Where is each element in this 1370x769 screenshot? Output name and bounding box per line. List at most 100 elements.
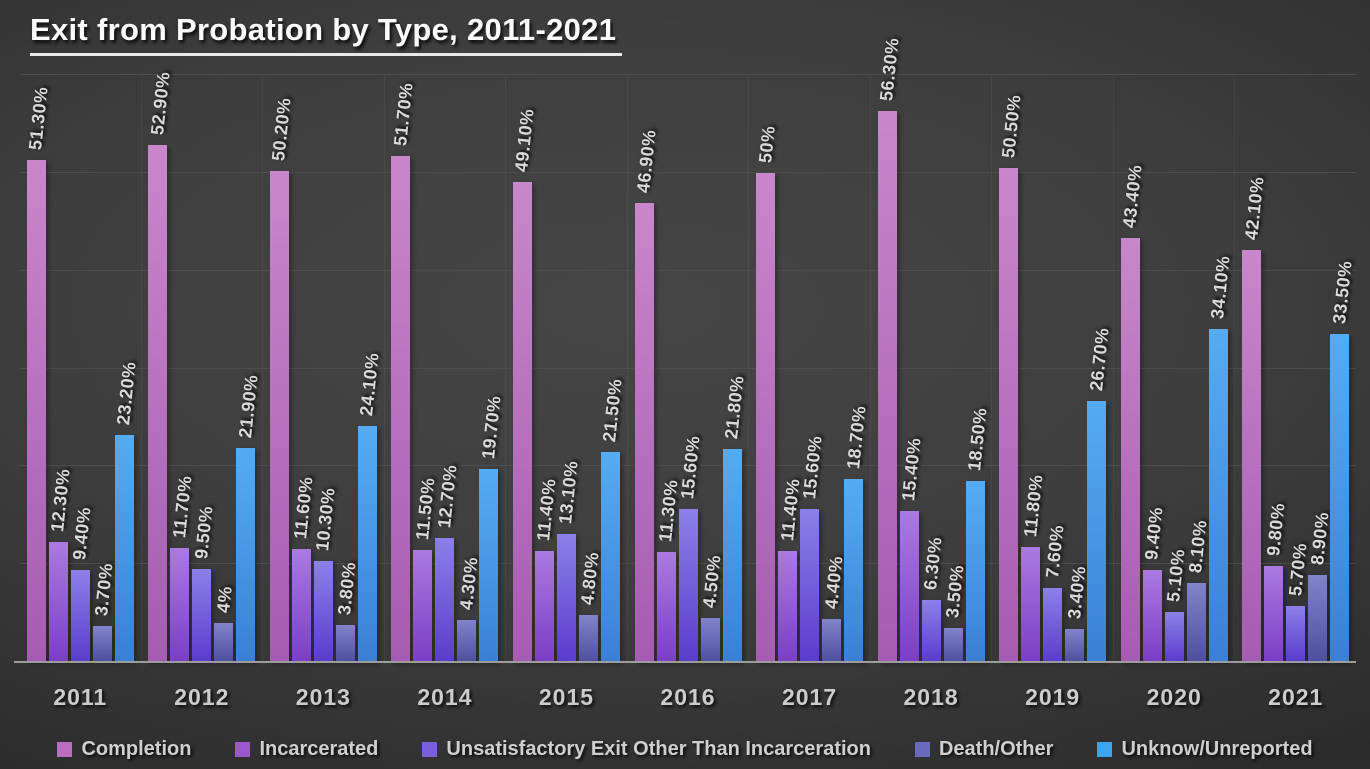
bar-completion-2013: 50.20% <box>268 97 295 662</box>
data-label: 50.20% <box>268 96 295 162</box>
plot-area: 51.30% 12.30% 9.40% 3.70% 23.20% 2011 52.90% 11… <box>14 37 1356 710</box>
data-label: 56.30% <box>876 37 903 103</box>
legend-swatch-icon <box>422 742 438 757</box>
data-label: 12.70% <box>434 463 461 529</box>
bar-unsatisfactory-exit-other-than-incarceration-2012: 9.50% <box>191 505 216 662</box>
bar-group-2018: 56.30% 15.40% 6.30% 3.50% 18.50% 2018 <box>871 37 993 710</box>
legend-label: Incarcerated <box>259 738 379 760</box>
bars-row: 51.70% 11.50% 12.70% 4.30% 19.70% <box>385 75 506 662</box>
legend-swatch-icon <box>1097 742 1113 757</box>
legend-item-death-other: Death/Other <box>914 738 1054 761</box>
data-label: 18.70% <box>842 404 870 471</box>
legend-swatch-icon <box>914 742 930 757</box>
legend-item-unsatisfactory-exit-other-than-incarceration: Unsatisfactory Exit Other Than Incarcera… <box>422 738 871 761</box>
bars-row: 51.30% 12.30% 9.40% 3.70% 23.20% <box>20 75 141 662</box>
data-label: 11.70% <box>168 474 196 539</box>
data-label: 9.40% <box>69 506 95 562</box>
bar-unsatisfactory-exit-other-than-incarceration-2018: 6.30% <box>920 536 946 662</box>
bar-death-other-2017: 4.40% <box>821 555 846 662</box>
bar-unsatisfactory-exit-other-than-incarceration-2021: 5.70% <box>1285 542 1310 662</box>
legend: Completion Incarcerated Unsatisfactory Exi… <box>0 738 1370 761</box>
bar-groups-container: 51.30% 12.30% 9.40% 3.70% 23.20% 2011 52.90% 11… <box>20 37 1356 710</box>
data-label: 52.90% <box>146 70 174 136</box>
bar-completion-2017: 50% <box>755 125 778 662</box>
data-label: 26.70% <box>1085 326 1113 392</box>
bar-unknow-unreported-2018: 18.50% <box>964 407 991 662</box>
bar-death-other-2014: 4.30% <box>456 556 481 662</box>
gridline-60pct <box>20 74 1356 76</box>
bar-incarcerated-2016: 11.30% <box>655 478 682 662</box>
chart-title: Exit from Probation by Type, 2011-2021 <box>30 12 623 56</box>
bar-completion-2021: 42.10% <box>1241 176 1267 662</box>
bar-unsatisfactory-exit-other-than-incarceration-2019: 7.60% <box>1042 524 1067 662</box>
data-label: 50.50% <box>997 93 1025 160</box>
bar-incarcerated-2020: 9.40% <box>1141 506 1167 662</box>
bars-row: 46.90% 11.30% 15.60% 4.50% 21.80% <box>628 75 749 662</box>
data-label: 10.30% <box>312 487 339 553</box>
data-label: 21.50% <box>599 377 627 443</box>
gridline-40pct <box>20 269 1356 271</box>
bar-death-other-2015: 4.80% <box>578 551 603 662</box>
bar-unsatisfactory-exit-other-than-incarceration-2015: 13.10% <box>556 460 582 662</box>
data-label: 21.90% <box>234 373 262 439</box>
bar-unsatisfactory-exit-other-than-incarceration-2011: 9.40% <box>69 506 95 662</box>
bar-group-2019: 50.50% 11.80% 7.60% 3.40% 26.70% 2019 <box>992 75 1114 710</box>
bar-unknow-unreported-2021: 33.50% <box>1329 260 1355 662</box>
data-label: 24.10% <box>356 352 383 418</box>
bar-unsatisfactory-exit-other-than-incarceration-2013: 10.30% <box>312 487 339 662</box>
x-axis-label-2014: 2014 <box>417 684 473 710</box>
bar-group-2014: 51.70% 11.50% 12.70% 4.30% 19.70% 2014 <box>385 75 507 710</box>
bar-unsatisfactory-exit-other-than-incarceration-2014: 12.70% <box>434 464 461 662</box>
data-label: 51.30% <box>25 86 52 152</box>
data-label: 19.70% <box>478 395 505 461</box>
x-axis-label-2016: 2016 <box>660 684 716 710</box>
bar-death-other-2020: 8.10% <box>1185 519 1211 662</box>
bar-completion-2014: 51.70% <box>390 82 417 662</box>
bar-unknow-unreported-2020: 34.10% <box>1207 254 1234 662</box>
bars-row: 50% 11.40% 15.60% 4.40% 18.70% <box>749 75 870 662</box>
data-label: 43.40% <box>1119 163 1146 229</box>
gridline-50pct <box>20 172 1356 173</box>
x-axis-label-2018: 2018 <box>903 684 959 710</box>
bar-group-2013: 50.20% 11.60% 10.30% 3.80% 24.10% 2013 <box>263 75 385 710</box>
bar-completion-2020: 43.40% <box>1119 163 1146 662</box>
bar-death-other-2013: 3.80% <box>334 561 360 662</box>
data-label: 18.50% <box>964 406 991 473</box>
x-axis-label-2012: 2012 <box>174 684 230 710</box>
bar-unknow-unreported-2016: 21.80% <box>721 375 748 662</box>
bar-completion-2019: 50.50% <box>998 94 1024 662</box>
x-axis-label-2015: 2015 <box>538 684 595 710</box>
bars-row: 52.90% 11.70% 9.50% 4% 21.90% <box>142 70 263 662</box>
bar-death-other-2016: 4.50% <box>699 554 725 662</box>
legend-swatch-icon <box>57 742 73 757</box>
bar-incarcerated-2019: 11.80% <box>1020 473 1046 662</box>
bar-incarcerated-2012: 11.70% <box>169 474 195 662</box>
bar-completion-2011: 51.30% <box>25 86 52 662</box>
bar-incarcerated-2017: 11.40% <box>777 477 803 662</box>
data-label: 15.60% <box>677 435 704 501</box>
data-label: 13.10% <box>555 459 583 525</box>
bar-completion-2015: 49.10% <box>512 108 538 662</box>
data-label: 50% <box>754 124 779 164</box>
bar-incarcerated-2011: 12.30% <box>47 467 74 662</box>
bar-incarcerated-2013: 11.60% <box>290 475 317 662</box>
data-label: 9.50% <box>190 505 217 561</box>
bar-unknow-unreported-2017: 18.70% <box>843 405 869 662</box>
bar-unsatisfactory-exit-other-than-incarceration-2017: 15.60% <box>799 435 825 662</box>
bar-group-2021: 42.10% 9.80% 5.70% 8.90% 33.50% 2021 <box>1235 75 1356 710</box>
data-label: 33.50% <box>1328 260 1356 326</box>
bar-incarcerated-2018: 15.40% <box>898 437 925 662</box>
bar-unknow-unreported-2014: 19.70% <box>478 395 505 662</box>
legend-label: Death/Other <box>938 738 1054 760</box>
legend-label: Unsatisfactory Exit Other Than Incarcera… <box>446 738 871 760</box>
bar-unknow-unreported-2013: 24.10% <box>356 352 383 662</box>
legend-label: Unknow/Unreported <box>1121 738 1313 760</box>
data-label: 34.10% <box>1207 254 1234 320</box>
bar-unknow-unreported-2015: 21.50% <box>600 377 626 662</box>
data-label: 23.20% <box>113 360 140 427</box>
bars-row: 56.30% 15.40% 6.30% 3.50% 18.50% <box>871 37 992 662</box>
bar-death-other-2012: 4% <box>213 585 236 662</box>
data-label: 21.80% <box>721 374 748 440</box>
bars-row: 49.10% 11.40% 13.10% 4.80% 21.50% <box>506 75 627 662</box>
bar-group-2015: 49.10% 11.40% 13.10% 4.80% 21.50% 2015 <box>506 75 628 710</box>
